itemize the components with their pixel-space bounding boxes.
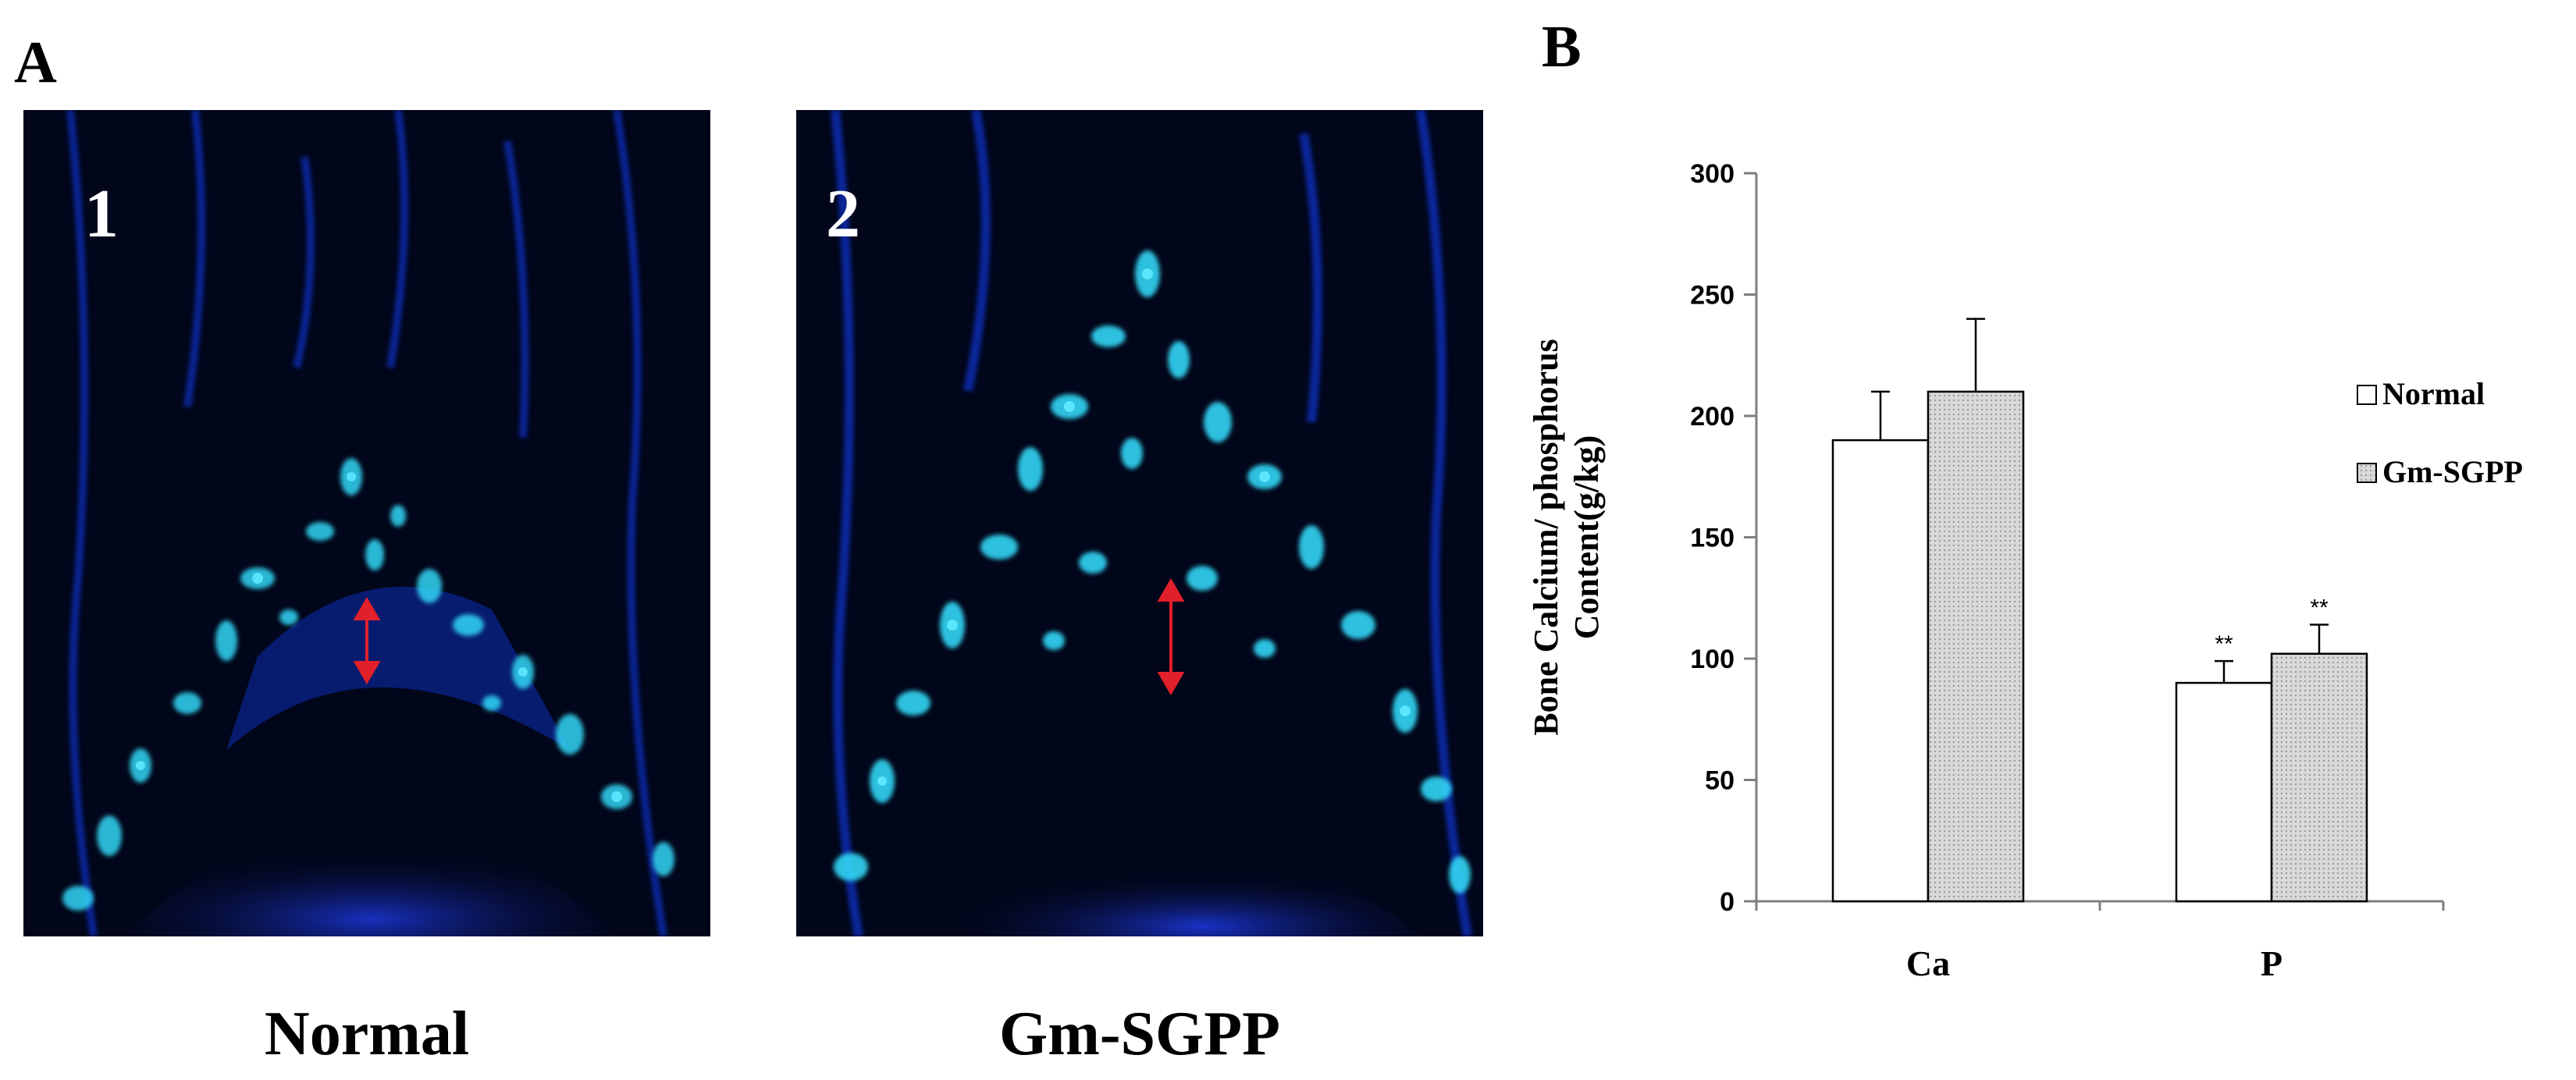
- y-tick-label: 150: [1690, 524, 1735, 553]
- micrograph-gm-sgpp-number: 2: [826, 176, 860, 252]
- growth-plate-arrow: [1157, 578, 1185, 695]
- y-tick-label: 50: [1705, 766, 1735, 796]
- micrograph-normal-image: [23, 110, 710, 936]
- growth-plate-arrow: [353, 597, 381, 684]
- micrograph-normal-number: 1: [84, 176, 119, 252]
- category-label-ca: Ca: [1906, 943, 1950, 983]
- bar-gm-sgpp-p: [2270, 652, 2368, 903]
- bar-gm-sgpp-ca: [1927, 390, 2025, 903]
- y-axis-title-line: Bone Calcium/ phosphorus: [1527, 339, 1565, 736]
- micrograph-gm-sgpp-image: [796, 110, 1483, 936]
- bar-normal-ca: [1831, 439, 1930, 903]
- legend-label-gm-sgpp: Gm-SGPP: [2382, 454, 2523, 489]
- y-tick-label: 300: [1690, 159, 1735, 189]
- category-label-p: P: [2261, 943, 2282, 983]
- y-tick-label: 0: [1720, 887, 1735, 917]
- bar-chart: 0 50 100 150 200 250 300 Bone Calcium/ phosphor…: [1527, 159, 2523, 983]
- y-axis-title-line: Content(g/kg): [1567, 435, 1606, 640]
- micrograph-normal-caption: Normal: [264, 1000, 470, 1068]
- micrograph-gm-sgpp-caption: Gm-SGPP: [999, 1000, 1280, 1068]
- legend-label-normal: Normal: [2382, 376, 2485, 411]
- micrograph-gm-sgpp: 2: [796, 110, 1483, 936]
- legend-swatch-normal: [2357, 385, 2377, 405]
- significance-marker: **: [2310, 595, 2329, 620]
- bar-normal-p: [2175, 681, 2273, 903]
- panel-b-letter: B: [1542, 14, 1582, 80]
- panel-a-letter: A: [14, 30, 57, 95]
- y-tick-label: 200: [1690, 402, 1735, 432]
- legend-swatch-gm-sgpp: [2357, 463, 2377, 483]
- y-axis-title: Bone Calcium/ phosphorusContent(g/kg): [1527, 339, 1606, 736]
- micrograph-normal: 1: [23, 110, 710, 936]
- y-tick-label: 250: [1690, 281, 1735, 311]
- significance-marker: **: [2215, 631, 2233, 657]
- y-tick-label: 100: [1690, 645, 1735, 674]
